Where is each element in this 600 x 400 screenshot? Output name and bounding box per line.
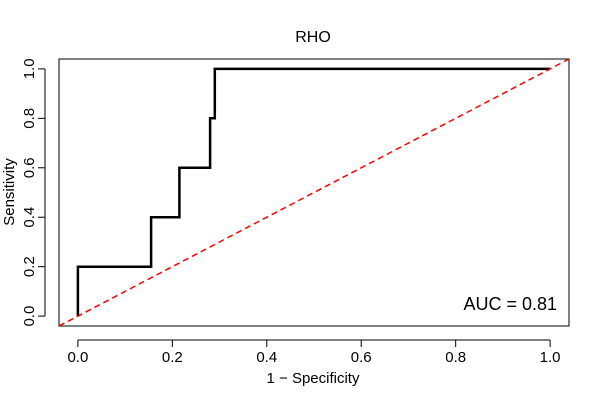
x-tick-label: 1.0 (540, 349, 561, 366)
roc-curve-line (76, 67, 551, 317)
x-axis-label: 1 − Specificity (267, 370, 360, 387)
x-tick-label: 0.2 (162, 349, 183, 366)
reference-diagonal-line (59, 59, 569, 326)
y-tick-label: 0.8 (21, 108, 38, 129)
chart-title: RHO (295, 29, 331, 46)
y-tick-label: 0.0 (21, 306, 38, 327)
y-tick-label: 0.2 (21, 256, 38, 277)
y-tick-label: 0.4 (21, 207, 38, 228)
x-tick-label: 0.8 (445, 349, 466, 366)
y-tick-label: 1.0 (21, 58, 38, 79)
y-axis-label: Sensitivity (1, 158, 18, 226)
x-tick-label: 0.6 (351, 349, 372, 366)
y-tick-label: 0.6 (21, 157, 38, 178)
x-tick-label: 0.0 (67, 349, 88, 366)
plot-frame (58, 58, 570, 327)
auc-annotation: AUC = 0.81 (463, 294, 557, 314)
x-tick-label: 0.4 (256, 349, 277, 366)
